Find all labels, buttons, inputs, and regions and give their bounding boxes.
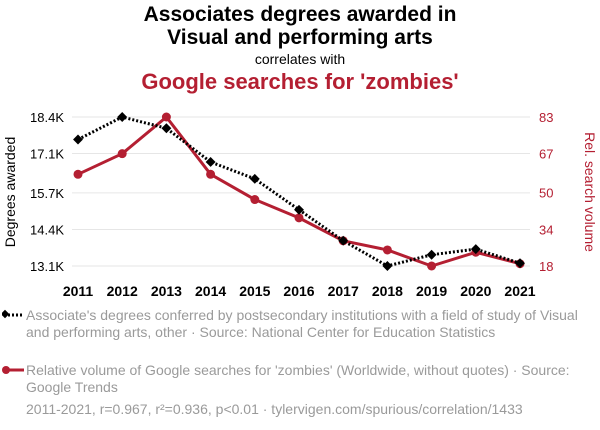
x-tick-label: 2015 [239, 283, 270, 299]
chart-title-line2: Visual and performing arts [167, 26, 433, 49]
legend-text-2: Relative volume of Google searches for '… [26, 362, 570, 395]
chart-title-2: Google searches for 'zombies' [141, 69, 459, 94]
series-2-line [77, 115, 521, 268]
series-1-point [470, 244, 481, 255]
right-tick-label: 34 [539, 222, 553, 237]
x-tick-label: 2013 [151, 283, 182, 299]
series-1-point [338, 235, 349, 246]
x-tick-label: 2014 [195, 283, 226, 299]
series-2-point [382, 245, 392, 255]
series-2-point [161, 112, 171, 122]
x-tick-label: 2019 [416, 283, 447, 299]
series-2-point [250, 195, 260, 205]
left-tick-label: 17.1K [30, 147, 64, 162]
series-2-point [206, 169, 216, 179]
right-tick-label: 50 [539, 186, 553, 201]
left-axis-label: Degrees awarded [2, 137, 18, 248]
legend-marker-2 [2, 366, 24, 374]
left-tick-label: 14.4K [30, 222, 64, 237]
right-axis-label: Rel. search volume [582, 132, 598, 252]
series-1-point [205, 157, 216, 167]
series-2-point [427, 261, 437, 271]
left-tick-label: 13.1K [30, 259, 64, 274]
x-axis-ticks: 2011 2012 2013 2014 2015 2016 2017 2018 2019 2020… [63, 283, 536, 299]
grid-lines [72, 116, 530, 267]
series-1-point [515, 258, 525, 269]
x-tick-label: 2016 [283, 283, 314, 299]
series-1-point [382, 261, 393, 271]
x-tick-label: 2011 [63, 283, 94, 299]
series-1-point [249, 173, 260, 184]
series-1-line [77, 115, 521, 268]
x-tick-label: 2020 [460, 283, 491, 299]
series-2-point [73, 169, 83, 179]
series-layer [73, 112, 525, 271]
right-tick-label: 67 [539, 147, 553, 162]
line-chart: 13.1K 14.4K 15.7K 17.1K 18.4K 18 34 50 67 83 201… [2, 110, 598, 299]
x-tick-label: 2018 [372, 283, 403, 299]
series-2-point [117, 149, 127, 159]
x-tick-label: 2021 [504, 283, 535, 299]
series-1-point [117, 112, 128, 122]
legend-text-1: Associate's degrees conferred by postsec… [26, 307, 578, 340]
series-2-point [294, 213, 304, 223]
left-tick-label: 18.4K [30, 110, 64, 125]
correlates-with-text: correlates with [254, 51, 346, 67]
x-tick-label: 2017 [328, 283, 359, 299]
series-1-point [73, 134, 83, 145]
left-tick-label: 15.7K [30, 186, 64, 201]
series-1-point [294, 204, 304, 215]
series-1-point [426, 249, 437, 260]
footer-stats: 2011-2021, r=0.967, r²=0.936, p<0.01 · t… [26, 401, 523, 417]
right-tick-label: 83 [539, 110, 553, 125]
left-axis-ticks: 13.1K 14.4K 15.7K 17.1K 18.4K [30, 110, 64, 274]
right-tick-label: 18 [539, 259, 553, 274]
legend-marker-1 [2, 309, 24, 319]
chart-title-line1: Associates degrees awarded in [143, 3, 457, 26]
x-tick-label: 2012 [107, 283, 138, 299]
series-1-point [161, 123, 172, 134]
right-axis-ticks: 18 34 50 67 83 [539, 110, 553, 274]
